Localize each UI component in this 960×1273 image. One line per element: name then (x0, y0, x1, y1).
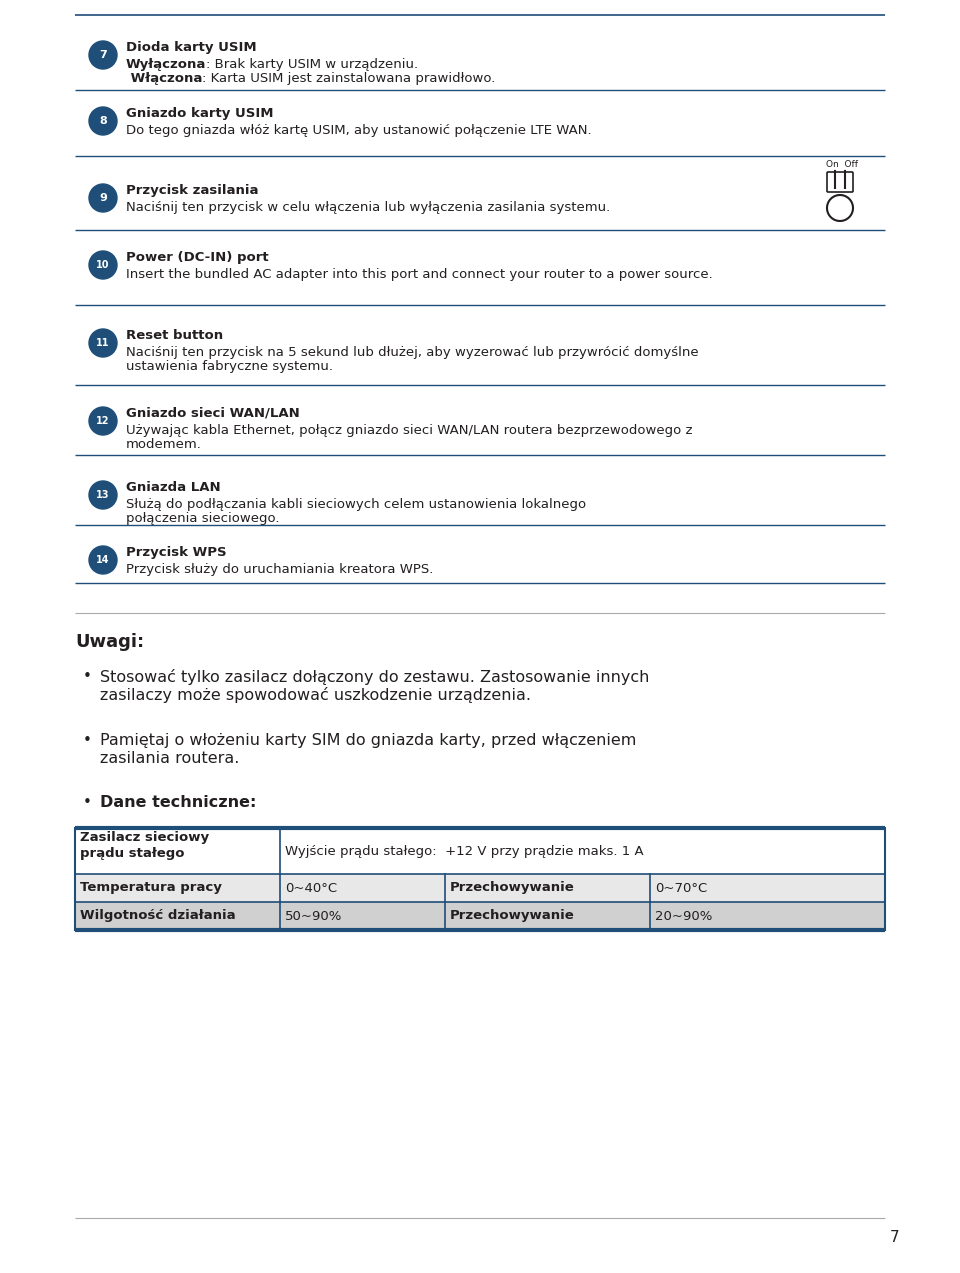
Text: •: • (83, 733, 92, 749)
Text: Używając kabla Ethernet, połącz gniazdo sieci WAN/LAN routera bezprzewodowego z: Używając kabla Ethernet, połącz gniazdo … (126, 424, 692, 437)
Text: 20~90%: 20~90% (655, 909, 712, 923)
Text: 8: 8 (99, 116, 107, 126)
Text: 0~40°C: 0~40°C (285, 881, 337, 895)
Text: 7: 7 (99, 50, 107, 60)
Text: Włączona: Włączona (126, 73, 203, 85)
Text: połączenia sieciowego.: połączenia sieciowego. (126, 512, 279, 524)
Text: 50~90%: 50~90% (285, 909, 343, 923)
Text: Zasilacz sieciowy
prądu stałego: Zasilacz sieciowy prądu stałego (80, 830, 209, 859)
Text: modemem.: modemem. (126, 438, 202, 451)
Text: 13: 13 (96, 490, 109, 500)
Text: Przycisk służy do uruchamiania kreatora WPS.: Przycisk służy do uruchamiania kreatora … (126, 563, 433, 575)
Circle shape (89, 481, 117, 509)
Text: Przycisk WPS: Przycisk WPS (126, 546, 227, 559)
Text: : Brak karty USIM w urządzeniu.: : Brak karty USIM w urządzeniu. (206, 59, 419, 71)
Text: Naciśnij ten przycisk w celu włączenia lub wyłączenia zasilania systemu.: Naciśnij ten przycisk w celu włączenia l… (126, 201, 611, 214)
Circle shape (89, 107, 117, 135)
Text: 12: 12 (96, 416, 109, 426)
Text: Uwagi:: Uwagi: (75, 633, 144, 651)
Text: Dioda karty USIM: Dioda karty USIM (126, 41, 256, 53)
Text: Przechowywanie: Przechowywanie (450, 909, 575, 923)
Text: On  Off: On Off (826, 160, 858, 169)
Text: 14: 14 (96, 555, 109, 565)
FancyBboxPatch shape (75, 903, 885, 931)
Text: Gniazdo karty USIM: Gniazdo karty USIM (126, 107, 274, 120)
Text: Insert the bundled AC adapter into this port and connect your router to a power : Insert the bundled AC adapter into this … (126, 269, 712, 281)
Text: Do tego gniazda włóż kartę USIM, aby ustanowić połączenie LTE WAN.: Do tego gniazda włóż kartę USIM, aby ust… (126, 123, 591, 137)
FancyBboxPatch shape (75, 827, 885, 875)
Circle shape (89, 407, 117, 435)
Text: : Karta USIM jest zainstalowana prawidłowo.: : Karta USIM jest zainstalowana prawidło… (203, 73, 495, 85)
Text: Wyłączona: Wyłączona (126, 59, 206, 71)
Text: ustawienia fabryczne systemu.: ustawienia fabryczne systemu. (126, 360, 333, 373)
Text: •: • (83, 670, 92, 684)
Text: Gniazda LAN: Gniazda LAN (126, 481, 221, 494)
Text: Temperatura pracy: Temperatura pracy (80, 881, 222, 895)
Text: Dane techniczne:: Dane techniczne: (100, 796, 256, 810)
Text: 0~70°C: 0~70°C (655, 881, 708, 895)
Circle shape (89, 328, 117, 356)
Text: Power (DC-IN) port: Power (DC-IN) port (126, 251, 269, 264)
Text: Służą do podłączania kabli sieciowych celem ustanowienia lokalnego: Służą do podłączania kabli sieciowych ce… (126, 498, 587, 510)
Text: 11: 11 (96, 339, 109, 348)
FancyBboxPatch shape (75, 875, 885, 903)
Circle shape (89, 185, 117, 213)
Text: Naciśnij ten przycisk na 5 sekund lub dłużej, aby wyzerować lub przywrócić domyś: Naciśnij ten przycisk na 5 sekund lub dł… (126, 346, 699, 359)
Text: zasilaczy może spowodować uszkodzenie urządzenia.: zasilaczy może spowodować uszkodzenie ur… (100, 687, 531, 703)
Text: Stosować tylko zasilacz dołączony do zestawu. Zastosowanie innych: Stosować tylko zasilacz dołączony do zes… (100, 670, 649, 685)
Text: Pamiętaj o włożeniu karty SIM do gniazda karty, przed włączeniem: Pamiętaj o włożeniu karty SIM do gniazda… (100, 733, 636, 749)
Text: Wilgotność działania: Wilgotność działania (80, 909, 235, 923)
Text: 7: 7 (890, 1231, 900, 1245)
Text: Przechowywanie: Przechowywanie (450, 881, 575, 895)
Text: zasilania routera.: zasilania routera. (100, 751, 239, 766)
Circle shape (89, 251, 117, 279)
Text: 9: 9 (99, 193, 107, 202)
Circle shape (89, 546, 117, 574)
Text: 10: 10 (96, 260, 109, 270)
Text: Wyjście prądu stałego:  +12 V przy prądzie maks. 1 A: Wyjście prądu stałego: +12 V przy prądzi… (285, 844, 643, 858)
Text: Przycisk zasilania: Przycisk zasilania (126, 185, 258, 197)
Text: Gniazdo sieci WAN/LAN: Gniazdo sieci WAN/LAN (126, 407, 300, 420)
Circle shape (89, 41, 117, 69)
Text: •: • (83, 796, 92, 810)
Text: Reset button: Reset button (126, 328, 223, 342)
